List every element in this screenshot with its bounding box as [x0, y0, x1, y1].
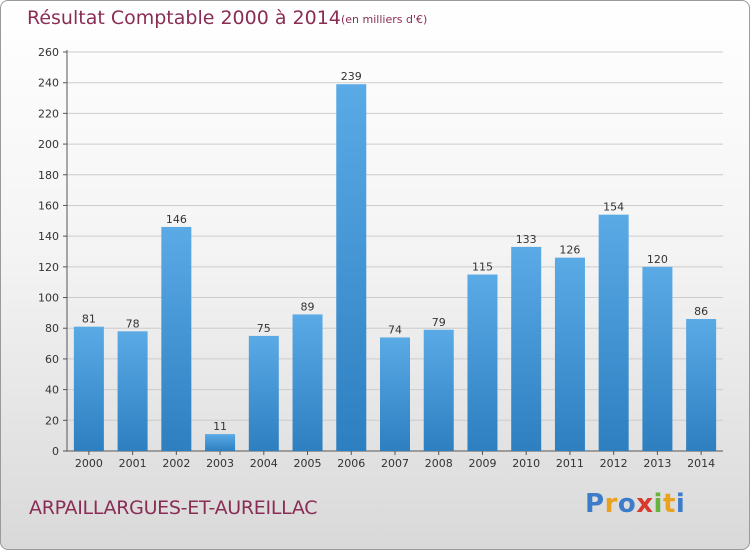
commune-name: ARPAILLARGUES-ET-AUREILLAC	[29, 497, 318, 519]
data-label: 81	[82, 313, 96, 326]
y-tick-label: 260	[38, 46, 59, 59]
data-label: 133	[516, 233, 537, 246]
data-label: 79	[432, 316, 446, 329]
data-label: 154	[603, 201, 624, 214]
x-tick-label: 2011	[556, 457, 584, 470]
bar-2013	[642, 266, 673, 451]
x-tick-label: 2000	[75, 457, 103, 470]
y-tick-label: 100	[38, 292, 59, 305]
bar-2000	[73, 326, 104, 451]
data-label: 120	[647, 253, 668, 266]
x-tick-label: 2014	[687, 457, 715, 470]
bar-2009	[467, 274, 498, 451]
bar-2007	[380, 337, 410, 451]
y-tick-label: 40	[45, 384, 59, 397]
proxiti-logo: Proxiti	[585, 489, 685, 519]
bar-2002	[161, 226, 192, 451]
x-tick-label: 2012	[600, 457, 628, 470]
logo-letter: o	[617, 489, 637, 519]
bar-2011	[554, 257, 585, 451]
data-label: 74	[388, 323, 402, 336]
bar-2005	[292, 314, 323, 451]
bar-2014	[686, 319, 717, 451]
x-tick-label: 2007	[381, 457, 409, 470]
y-tick-label: 20	[45, 414, 59, 427]
bar-2012	[598, 214, 629, 451]
y-tick-label: 120	[38, 261, 59, 274]
y-tick-label: 240	[38, 77, 59, 90]
y-tick-label: 220	[38, 107, 59, 120]
bars	[73, 84, 717, 451]
x-tick-label: 2006	[337, 457, 365, 470]
x-tick-label: 2002	[162, 457, 190, 470]
bar-2008	[423, 329, 454, 451]
data-label: 11	[213, 420, 227, 433]
chart-subtitle: (en milliers d'€)	[341, 13, 428, 26]
x-tick-label: 2001	[119, 457, 147, 470]
x-tick-label: 2013	[643, 457, 671, 470]
bar-2004	[248, 335, 279, 451]
data-label: 78	[126, 317, 140, 330]
bar-2003	[205, 434, 236, 451]
y-tick-label: 180	[38, 169, 59, 182]
x-tick-label: 2003	[206, 457, 234, 470]
x-tick-label: 2010	[512, 457, 540, 470]
y-tick-label: 200	[38, 138, 59, 151]
logo-letter: P	[585, 489, 605, 519]
y-tick-label: 80	[45, 322, 59, 335]
data-label: 239	[341, 70, 362, 83]
logo-letter: x	[636, 489, 654, 519]
logo-letter: i	[653, 489, 663, 519]
data-label: 89	[301, 300, 315, 313]
data-label: 146	[166, 213, 187, 226]
bar-2006	[336, 84, 367, 451]
labels: 0 20 40 60 80 100 120 140 160 180 200 220 240 260 81 20…	[38, 46, 715, 470]
x-tick-label: 2004	[250, 457, 278, 470]
x-tick-label: 2005	[294, 457, 322, 470]
logo-letter: r	[604, 489, 618, 519]
x-tick-label: 2008	[425, 457, 453, 470]
y-tick-label: 140	[38, 230, 59, 243]
y-tick-label: 60	[45, 353, 59, 366]
bar-2001	[117, 331, 148, 451]
chart-title: Résultat Comptable 2000 à 2014	[27, 7, 341, 29]
data-label: 86	[694, 305, 708, 318]
data-label: 115	[472, 261, 493, 274]
y-tick-label: 160	[38, 199, 59, 212]
data-label: 126	[559, 244, 580, 257]
data-label: 75	[257, 322, 271, 335]
logo-letter: t	[662, 489, 676, 519]
y-tick-label: 0	[52, 445, 59, 458]
logo-letter: i	[675, 489, 686, 519]
x-tick-label: 2009	[468, 457, 496, 470]
bar-2010	[511, 246, 542, 451]
